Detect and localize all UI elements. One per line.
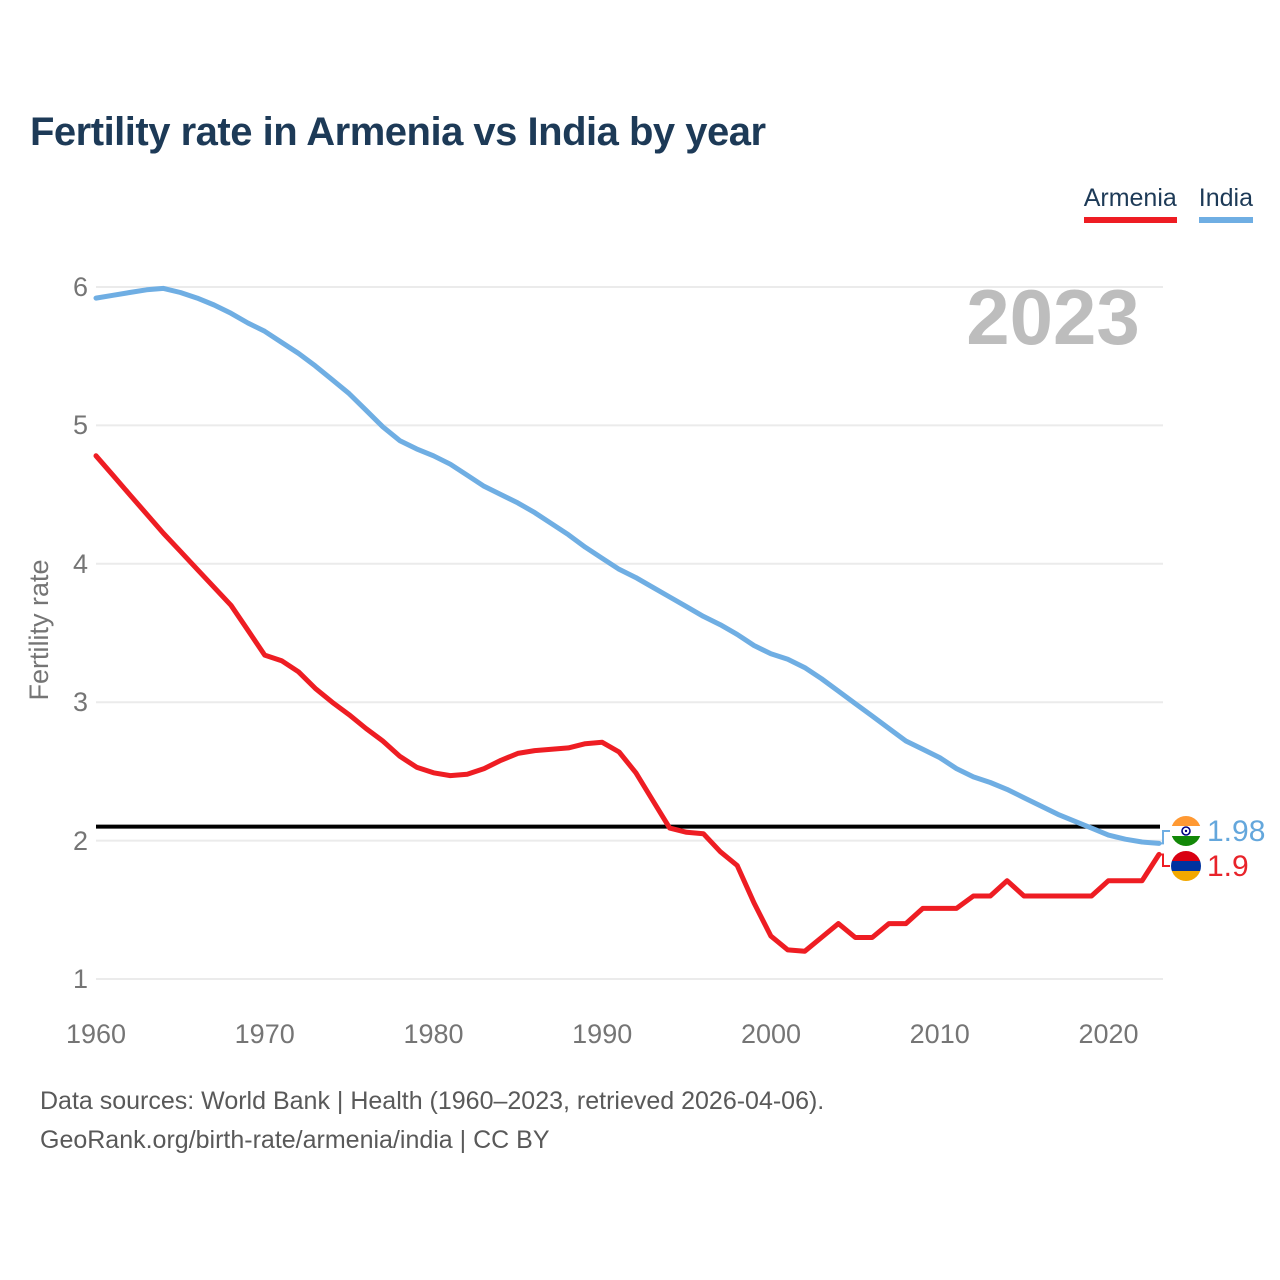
legend-label-armenia[interactable]: Armenia [1083, 184, 1177, 212]
legend-item-india[interactable]: India [1198, 184, 1253, 223]
y-axis-title: Fertility rate [24, 559, 54, 700]
footer-sources: Data sources: World Bank | Health (1960–… [40, 1087, 825, 1115]
x-tick-1970: 1970 [235, 1019, 295, 1049]
armenia-line[interactable] [93, 453, 1162, 954]
india-flag-icon [1171, 816, 1201, 846]
x-tick-2010: 2010 [910, 1019, 970, 1049]
x-tick-1990: 1990 [572, 1019, 632, 1049]
india-end-connector [1159, 830, 1170, 845]
x-tick-1980: 1980 [403, 1019, 463, 1049]
india-line[interactable] [93, 285, 1162, 846]
footer: Data sources: World Bank | Health (1960–… [40, 1082, 824, 1160]
y-tick-5: 5 [73, 410, 88, 440]
legend-item-armenia[interactable]: Armenia [1083, 184, 1177, 223]
x-tick-1960: 1960 [66, 1019, 126, 1049]
armenia-end-value: 1.9 [1207, 850, 1249, 883]
gridlines [96, 286, 1163, 980]
armenia-end-connector [1159, 853, 1170, 867]
legend-swatch-armenia [1083, 217, 1177, 223]
x-axis-ticks: 1960 1970 1980 1990 2000 2010 2020 [66, 1019, 1139, 1049]
legend-label-india[interactable]: India [1198, 184, 1253, 212]
y-tick-6: 6 [73, 272, 88, 302]
y-tick-1: 1 [73, 964, 88, 994]
legend: Armenia India [1083, 184, 1253, 223]
x-tick-2000: 2000 [741, 1019, 801, 1049]
india-end-value: 1.98 [1207, 815, 1265, 848]
y-tick-4: 4 [73, 549, 88, 579]
x-tick-2020: 2020 [1078, 1019, 1138, 1049]
y-tick-3: 3 [73, 687, 88, 717]
armenia-flag-icon [1171, 851, 1201, 881]
page-title: Fertility rate in Armenia vs India by ye… [30, 110, 766, 154]
legend-swatch-india [1198, 217, 1253, 223]
footer-attribution: GeoRank.org/birth-rate/armenia/india | C… [40, 1126, 550, 1154]
y-axis-ticks: 1 2 3 4 5 6 [73, 272, 88, 994]
y-tick-2: 2 [73, 826, 88, 856]
